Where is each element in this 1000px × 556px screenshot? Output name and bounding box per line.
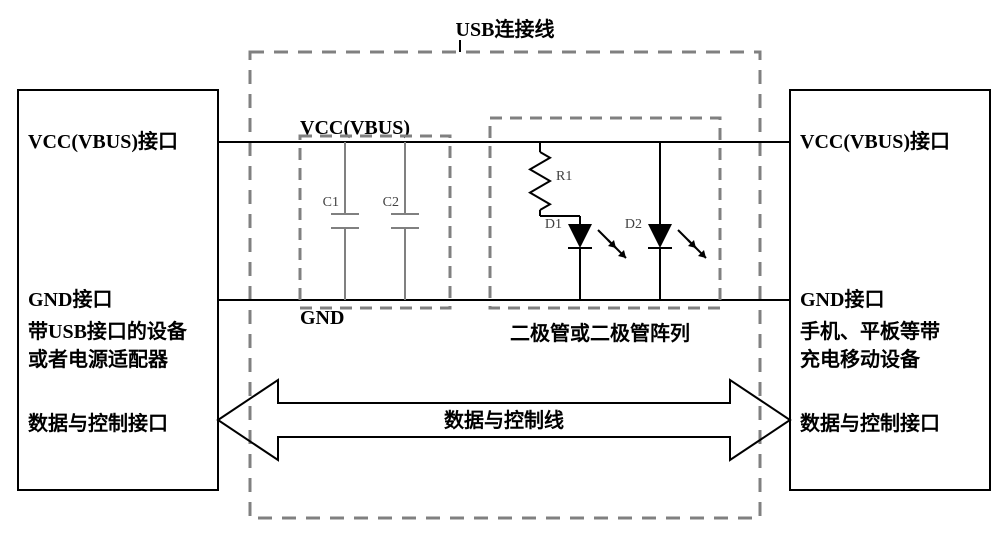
right-vcc-label: VCC(VBUS)接口 [800, 130, 950, 153]
resistor-r1 [530, 152, 550, 210]
left-gnd-label: GND接口 [28, 288, 112, 311]
right-data-label: 数据与控制接口 [800, 411, 940, 435]
center-gnd-label: GND [300, 307, 344, 329]
diode-group-box [490, 118, 720, 308]
capacitor-c2-label: C2 [383, 195, 399, 210]
capacitor-group-box [300, 136, 450, 308]
led-d2-label: D2 [625, 217, 642, 232]
led-d1-triangle [568, 224, 592, 248]
right-gnd-label: GND接口 [800, 288, 884, 311]
capacitor-c1-label: C1 [323, 195, 339, 210]
right-body1: 手机、平板等带 [800, 319, 940, 343]
led-d2-triangle [648, 224, 672, 248]
left-body2: 或者电源适配器 [28, 347, 169, 371]
title-usb-cable: USB连接线 [456, 17, 555, 41]
led-d1-label: D1 [545, 217, 562, 232]
left-data-label: 数据与控制接口 [28, 411, 168, 435]
r1-label: R1 [556, 169, 572, 184]
data-control-label: 数据与控制线 [444, 408, 564, 432]
center-vcc-label: VCC(VBUS) [300, 117, 410, 139]
diode-group-label: 二极管或二极管阵列 [510, 321, 690, 345]
left-vcc-label: VCC(VBUS)接口 [28, 130, 178, 153]
right-body2: 充电移动设备 [800, 347, 921, 371]
left-body1: 带USB接口的设备 [28, 319, 188, 343]
